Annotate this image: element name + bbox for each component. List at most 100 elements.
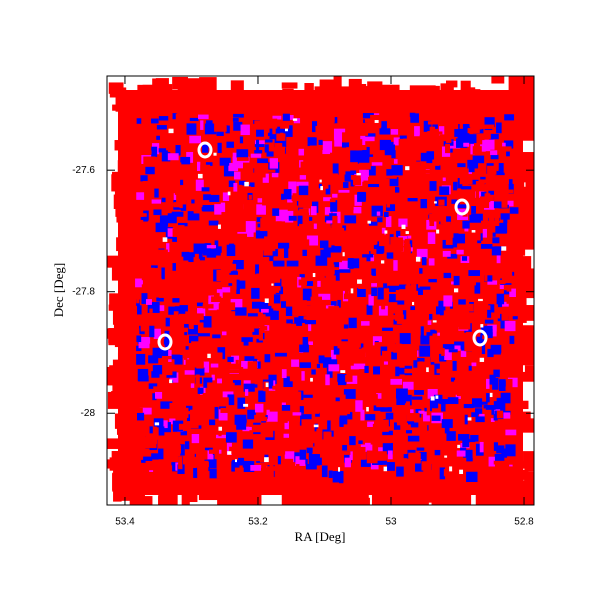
coverage-deep	[299, 371, 305, 381]
coverage-mid	[137, 205, 143, 215]
coverage-deep	[501, 301, 509, 307]
coverage-deep	[326, 220, 333, 224]
coverage-mid	[218, 432, 222, 437]
coverage-gap	[434, 201, 437, 204]
coverage-mid	[310, 296, 322, 309]
coverage-deep	[286, 260, 299, 267]
coverage-deep	[233, 182, 238, 192]
coverage-mid	[139, 448, 150, 457]
coverage-gap	[384, 230, 388, 234]
coverage-mid	[244, 321, 255, 332]
coverage-mid	[400, 155, 408, 162]
coverage-deep	[208, 299, 220, 311]
coverage-deep	[432, 123, 438, 129]
coverage-edge	[107, 459, 125, 469]
coverage-mid	[484, 184, 498, 190]
coverage-mid	[144, 436, 157, 449]
coverage-deep	[256, 217, 262, 223]
coverage-deep	[246, 226, 254, 237]
coverage-mid	[172, 134, 179, 140]
coverage-deep	[218, 409, 228, 421]
coverage-deep	[303, 394, 313, 398]
coverage-edge	[524, 474, 534, 488]
coverage-edge	[510, 325, 534, 338]
coverage-mid	[473, 143, 481, 149]
coverage-deep	[305, 463, 317, 470]
coverage-mid	[263, 326, 268, 331]
coverage-deep	[331, 397, 340, 402]
coverage-deep	[373, 366, 381, 375]
coverage-deep	[342, 444, 348, 451]
coverage-mid	[193, 403, 205, 413]
coverage-deep	[180, 444, 185, 456]
coverage-deep	[464, 414, 468, 425]
coverage-edge	[113, 194, 133, 209]
coverage-deep	[158, 448, 164, 460]
coverage-mid	[258, 329, 263, 341]
coverage-deep	[321, 465, 328, 478]
coverage-mid	[496, 410, 504, 419]
coverage-deep	[427, 232, 436, 244]
coverage-deep	[357, 191, 366, 199]
coverage-edge	[282, 88, 294, 101]
coverage-gap	[234, 459, 237, 463]
coverage-mid	[164, 365, 173, 376]
coverage-mid	[405, 285, 412, 295]
coverage-deep	[427, 320, 432, 325]
coverage-hole	[454, 198, 470, 216]
coverage-deep	[141, 293, 148, 304]
coverage-edge	[281, 82, 298, 89]
coverage-deep	[385, 412, 394, 420]
coverage-deep	[383, 283, 388, 290]
coverage-deep	[331, 245, 342, 254]
coverage-deep	[368, 183, 380, 188]
coverage-mid	[332, 215, 338, 227]
coverage-deep	[447, 397, 459, 404]
coverage-deep	[264, 144, 269, 153]
coverage-edge	[460, 89, 481, 99]
coverage-deep	[407, 394, 412, 406]
coverage-mid	[288, 228, 297, 240]
coverage-deep	[490, 150, 498, 156]
coverage-mid	[349, 280, 354, 286]
coverage-mid	[291, 195, 300, 202]
coverage-deep	[200, 361, 210, 373]
coverage-deep	[158, 116, 169, 121]
coverage-deep	[434, 394, 443, 404]
coverage-edge	[168, 94, 189, 114]
coverage-deep	[330, 349, 337, 361]
coverage-deep	[411, 396, 423, 400]
coverage-deep	[296, 181, 309, 187]
coverage-mid	[136, 269, 144, 274]
coverage-deep	[504, 320, 516, 332]
coverage-deep	[494, 453, 505, 462]
coverage-deep	[396, 396, 405, 406]
coverage-mid	[366, 450, 378, 464]
coverage-deep	[288, 215, 297, 221]
coverage-gap	[467, 417, 472, 421]
coverage-mid	[166, 146, 171, 151]
coverage-deep	[481, 343, 486, 355]
coverage-deep	[387, 285, 400, 292]
coverage-deep	[419, 268, 423, 274]
coverage-gap	[449, 466, 453, 472]
coverage-mid	[145, 433, 154, 439]
coverage-edge	[514, 180, 525, 188]
coverage-deep	[466, 471, 478, 482]
coverage-deep	[280, 301, 287, 308]
coverage-mid	[260, 468, 274, 478]
coverage-deep	[471, 362, 477, 367]
coverage-deep	[156, 426, 165, 436]
coverage-mid	[154, 258, 159, 265]
coverage-mid	[467, 128, 480, 134]
coverage-mid	[229, 374, 240, 380]
coverage-deep	[220, 202, 226, 213]
coverage-deep	[229, 271, 238, 275]
coverage-mid	[328, 306, 339, 314]
coverage-edge	[512, 350, 534, 366]
coverage-deep	[350, 179, 355, 187]
coverage-mid	[309, 145, 318, 152]
x-tick-label: 53.2	[248, 517, 268, 528]
coverage-mid	[260, 218, 273, 232]
coverage-mid	[234, 467, 244, 480]
